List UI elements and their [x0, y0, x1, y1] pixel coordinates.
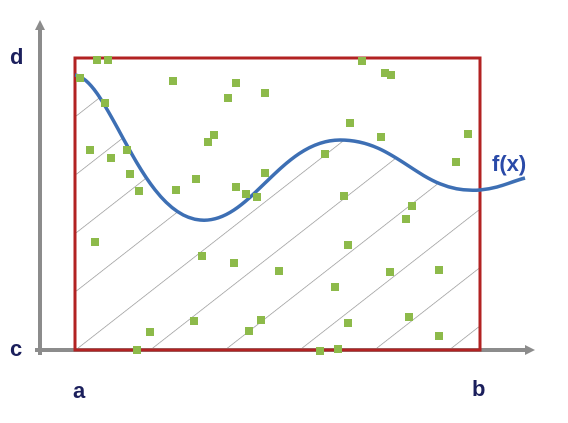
point	[123, 146, 131, 154]
point	[402, 215, 410, 223]
point	[334, 345, 342, 353]
point	[107, 154, 115, 162]
point	[172, 186, 180, 194]
point	[101, 99, 109, 107]
point	[381, 69, 389, 77]
label-a: a	[73, 378, 86, 403]
point	[93, 56, 101, 64]
point	[104, 56, 112, 64]
point	[344, 319, 352, 327]
point	[146, 328, 154, 336]
point	[452, 158, 460, 166]
point	[261, 169, 269, 177]
point	[192, 175, 200, 183]
point	[275, 267, 283, 275]
point	[377, 133, 385, 141]
point	[210, 131, 218, 139]
point	[224, 94, 232, 102]
point	[169, 77, 177, 85]
point	[340, 192, 348, 200]
point	[435, 332, 443, 340]
point	[331, 283, 339, 291]
label-b: b	[472, 376, 485, 401]
point	[257, 316, 265, 324]
label-fx: f(x)	[492, 151, 526, 176]
point	[135, 187, 143, 195]
bounding-box	[73, 56, 482, 352]
point	[316, 347, 324, 355]
point	[245, 327, 253, 335]
point	[464, 130, 472, 138]
point	[358, 57, 366, 65]
point	[126, 170, 134, 178]
point	[86, 146, 94, 154]
point	[344, 241, 352, 249]
point	[386, 268, 394, 276]
random-points	[76, 56, 472, 355]
point	[253, 193, 261, 201]
point	[91, 238, 99, 246]
function-curve	[74, 73, 526, 222]
point	[387, 71, 395, 79]
point	[230, 259, 238, 267]
point	[435, 266, 443, 274]
point	[232, 183, 240, 191]
label-d: d	[10, 44, 23, 69]
point	[321, 150, 329, 158]
point	[198, 252, 206, 260]
point	[405, 313, 413, 321]
label-c: c	[10, 336, 22, 361]
point	[346, 119, 354, 127]
point	[204, 138, 212, 146]
point	[242, 190, 250, 198]
point	[261, 89, 269, 97]
point	[232, 79, 240, 87]
point	[408, 202, 416, 210]
point	[190, 317, 198, 325]
hatched-area	[75, 75, 480, 350]
point	[133, 346, 141, 354]
point	[76, 74, 84, 82]
